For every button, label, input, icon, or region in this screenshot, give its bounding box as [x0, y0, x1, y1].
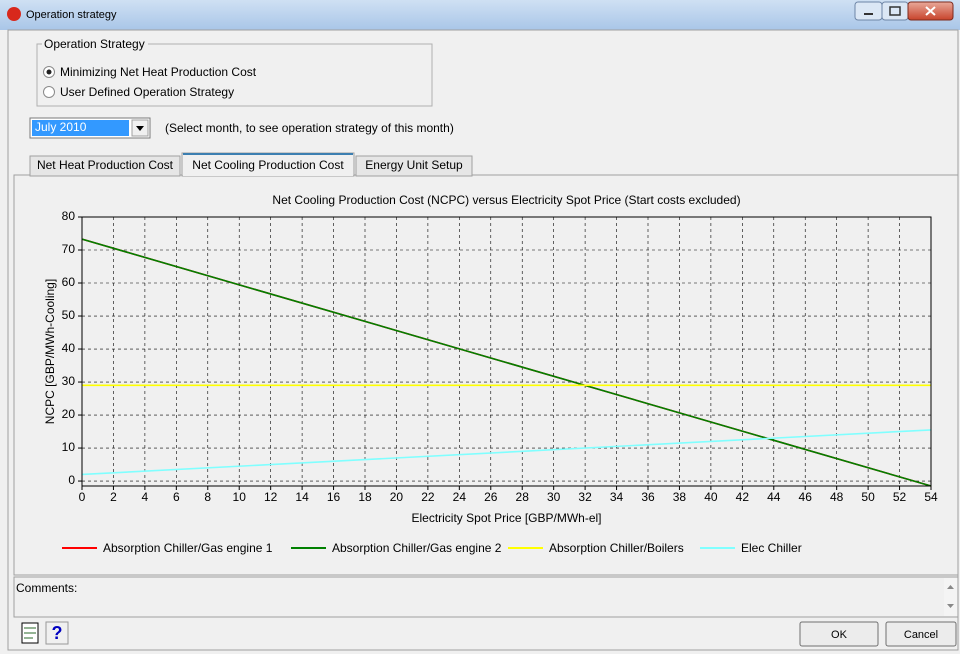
comments-label: Comments: [16, 581, 77, 595]
comments-box[interactable] [13, 576, 959, 618]
tab[interactable] [355, 155, 473, 177]
x-tick-label: 40 [704, 490, 718, 504]
legend-label: Elec Chiller [741, 541, 802, 555]
group-label: Operation Strategy [44, 37, 145, 51]
legend-label: Absorption Chiller/Gas engine 1 [103, 541, 273, 555]
x-tick-label: 52 [893, 490, 907, 504]
tab-label: Net Cooling Production Cost [192, 158, 344, 172]
help-glyph: ? [52, 623, 63, 643]
maximize-button[interactable] [881, 1, 909, 21]
x-tick-label: 2 [110, 490, 117, 504]
legend-label: Absorption Chiller/Boilers [549, 541, 684, 555]
x-tick-label: 16 [327, 490, 341, 504]
x-tick-label: 18 [358, 490, 372, 504]
series-line [81, 238, 932, 487]
x-tick-label: 14 [295, 490, 309, 504]
radio-button[interactable] [43, 86, 55, 98]
plot-area [82, 217, 931, 486]
x-tick-label: 6 [173, 490, 180, 504]
maximize-glyph [889, 6, 901, 16]
minimize-button[interactable] [854, 1, 883, 21]
help-icon[interactable] [45, 621, 69, 645]
y-tick-label: 40 [62, 341, 76, 355]
tab[interactable] [29, 155, 181, 177]
x-tick-label: 20 [390, 490, 404, 504]
y-tick-label: 20 [62, 407, 76, 421]
title-bar [0, 0, 960, 30]
y-tick-label: 10 [62, 440, 76, 454]
dialog-button[interactable] [885, 621, 957, 647]
y-tick-label: 30 [62, 374, 76, 388]
y-tick-label: 70 [62, 242, 76, 256]
dialog-button-label: OK [831, 629, 848, 641]
x-tick-label: 34 [610, 490, 624, 504]
chart: Net Cooling Production Cost (NCPC) versu… [43, 193, 938, 555]
chart-title: Net Cooling Production Cost (NCPC) versu… [272, 193, 740, 207]
x-tick-label: 36 [641, 490, 655, 504]
x-tick-label: 42 [736, 490, 750, 504]
window-title: Operation strategy [26, 9, 117, 21]
y-axis-label: NCPC [GBP/MWh-Cooling] [43, 279, 57, 424]
radio-group: Minimizing Net Heat Production Cost User … [43, 65, 257, 99]
x-tick-label: 32 [578, 490, 592, 504]
x-tick-label: 8 [204, 490, 211, 504]
dropdown-arrow [136, 126, 144, 131]
x-tick-label: 24 [453, 490, 467, 504]
tab-label: Energy Unit Setup [365, 158, 463, 172]
group-label-bg [42, 38, 148, 50]
radio-label: User Defined Operation Strategy [60, 85, 234, 99]
report-icon-lines [24, 627, 36, 639]
legend-label: Absorption Chiller/Gas engine 2 [332, 541, 502, 555]
dialog-buttons: OK Cancel [799, 621, 957, 647]
x-tick-label: 48 [830, 490, 844, 504]
series-line [81, 429, 932, 476]
y-tick-label: 80 [62, 209, 76, 223]
tab-label: Net Heat Production Cost [37, 158, 174, 172]
x-tick-label: 10 [233, 490, 247, 504]
month-hint: (Select month, to see operation strategy… [165, 121, 454, 135]
x-tick-label: 50 [861, 490, 875, 504]
x-tick-label: 28 [516, 490, 530, 504]
y-tick-label: 50 [62, 308, 76, 322]
x-tick-label: 0 [79, 490, 86, 504]
x-tick-label: 46 [799, 490, 813, 504]
month-value: July 2010 [35, 120, 87, 134]
radio-dot [46, 69, 52, 75]
tab-strip: Net Heat Production Cost Net Cooling Prod… [29, 152, 473, 177]
x-tick-label: 54 [924, 490, 938, 504]
x-tick-label: 4 [142, 490, 149, 504]
radio-label: Minimizing Net Heat Production Cost [60, 65, 257, 79]
x-axis-label: Electricity Spot Price [GBP/MWh-el] [411, 511, 601, 525]
dialog-button-label: Cancel [904, 629, 938, 641]
x-tick-label: 38 [673, 490, 687, 504]
y-tick-label: 0 [68, 473, 75, 487]
x-tick-label: 26 [484, 490, 498, 504]
plot-border [81, 216, 932, 487]
x-tick-label: 44 [767, 490, 781, 504]
dialog-button[interactable] [799, 621, 879, 647]
y-tick-label: 60 [62, 275, 76, 289]
x-tick-label: 30 [547, 490, 561, 504]
close-glyph [925, 6, 936, 16]
dropdown-selection [32, 120, 129, 136]
comments-scrollbar [944, 578, 957, 616]
group-box [36, 43, 433, 107]
x-tick-label: 12 [264, 490, 278, 504]
app-icon [7, 7, 21, 21]
x-tick-label: 22 [421, 490, 435, 504]
